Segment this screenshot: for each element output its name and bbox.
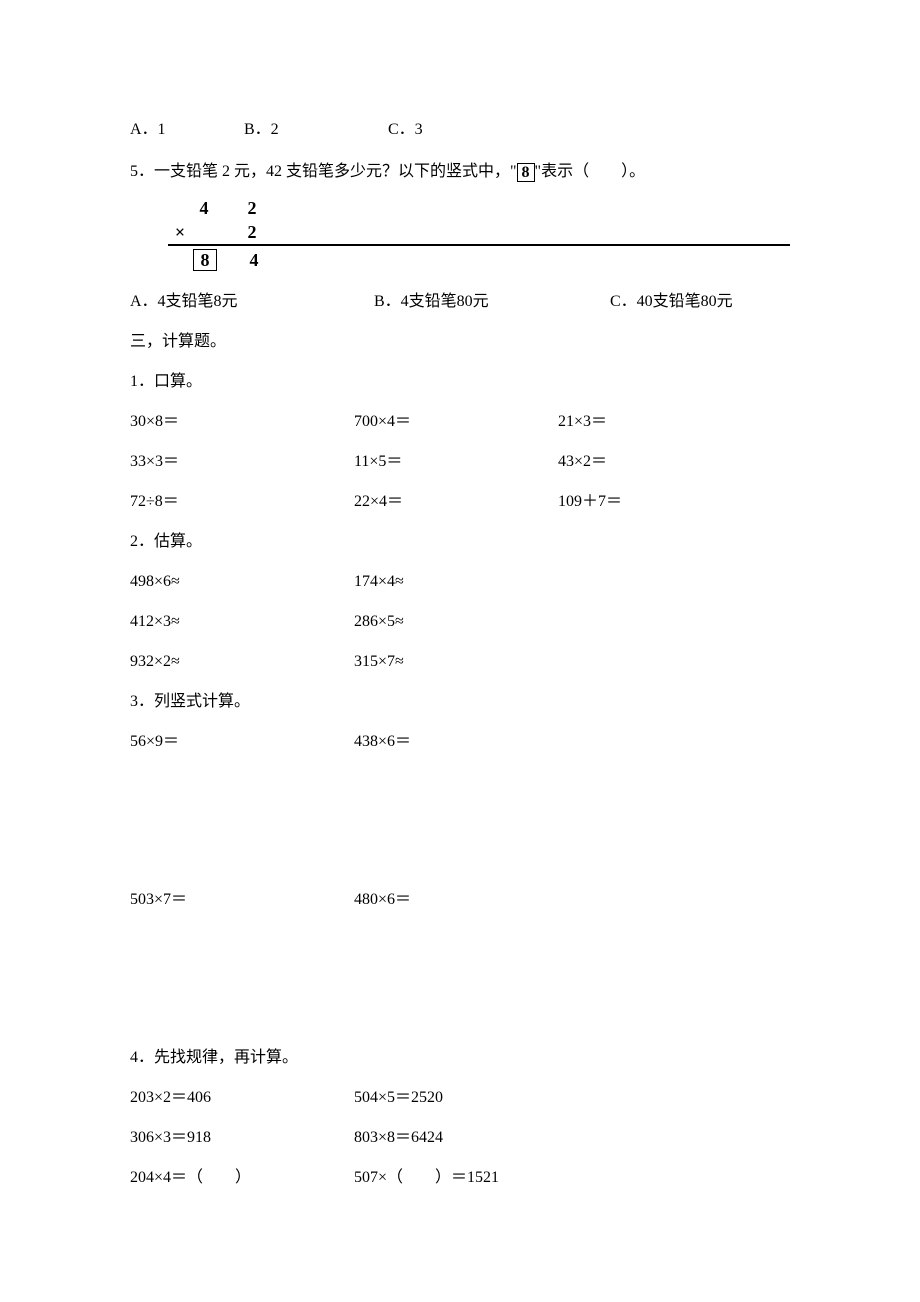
q4-choice-b: B．2	[244, 118, 384, 142]
expr: 30×8＝	[130, 410, 350, 434]
expr: 43×2＝	[558, 450, 607, 474]
p1-row: 33×3＝ 11×5＝ 43×2＝	[130, 442, 790, 482]
work-space	[130, 762, 790, 880]
calc-divider-line	[168, 244, 790, 246]
q4-choice-a: A．1	[130, 118, 240, 142]
worksheet-page: A．1 B．2 C．3 5．一支铅笔 2 元，42 支铅笔多少元？以下的竖式中，…	[0, 0, 920, 1298]
multiply-sign-icon: ×	[168, 219, 192, 246]
p3-title: 3．列竖式计算。	[130, 682, 790, 722]
expr: 803×8＝6424	[354, 1126, 443, 1150]
p1-row: 72÷8＝ 22×4＝ 109＋7＝	[130, 482, 790, 522]
p2-title: 2．估算。	[130, 522, 790, 562]
expr: 22×4＝	[354, 490, 554, 514]
expr: 72÷8＝	[130, 490, 350, 514]
q5-prefix: 5．一支铅笔 2 元，42 支铅笔多少元？以下的竖式中，"	[130, 163, 517, 180]
expr: 498×6≈	[130, 570, 350, 594]
q5-stem: 5．一支铅笔 2 元，42 支铅笔多少元？以下的竖式中，"8"表示（ ）。	[130, 150, 790, 190]
expr: 412×3≈	[130, 610, 350, 634]
vertical-multiplication: 4 2 × 2 8 4	[168, 196, 790, 272]
expr: 507×（ ）＝1521	[354, 1166, 499, 1190]
q5-choice-b: B．4支铅笔80元	[374, 290, 606, 314]
expr: 286×5≈	[354, 610, 404, 634]
work-space	[130, 920, 790, 1038]
calc-cell: 2	[240, 195, 264, 222]
expr: 438×6＝	[354, 730, 411, 754]
q5-suffix: "表示（ ）。	[535, 163, 646, 180]
p4-row: 306×3＝918 803×8＝6424	[130, 1118, 790, 1158]
expr: 109＋7＝	[558, 490, 622, 514]
expr: 33×3＝	[130, 450, 350, 474]
section-3-heading: 三，计算题。	[130, 322, 790, 362]
expr: 700×4＝	[354, 410, 554, 434]
expr: 480×6＝	[354, 888, 411, 912]
calc-cell: 4	[242, 247, 266, 274]
p1-title: 1．口算。	[130, 362, 790, 402]
q4-choice-c: C．3	[388, 118, 423, 142]
calc-row-3: 8 4	[168, 248, 790, 272]
calc-cell: 2	[240, 219, 264, 246]
expr: 932×2≈	[130, 650, 350, 674]
expr: 21×3＝	[558, 410, 607, 434]
q5-choices: A．4支铅笔8元 B．4支铅笔80元 C．40支铅笔80元	[130, 282, 790, 322]
expr: 174×4≈	[354, 570, 404, 594]
p3-row: 56×9＝ 438×6＝	[130, 722, 790, 762]
calc-row-2: × 2	[168, 220, 790, 244]
calc-row-1: 4 2	[168, 196, 790, 220]
p4-row: 204×4＝（ ） 507×（ ）＝1521	[130, 1158, 790, 1198]
q4-choices: A．1 B．2 C．3	[130, 110, 790, 150]
p2-row: 498×6≈ 174×4≈	[130, 562, 790, 602]
expr: 204×4＝（ ）	[130, 1166, 350, 1190]
expr: 315×7≈	[354, 650, 404, 674]
p1-row: 30×8＝ 700×4＝ 21×3＝	[130, 402, 790, 442]
p4-title: 4．先找规律，再计算。	[130, 1038, 790, 1078]
expr: 306×3＝918	[130, 1126, 350, 1150]
q5-choice-c: C．40支铅笔80元	[610, 290, 733, 314]
p2-row: 412×3≈ 286×5≈	[130, 602, 790, 642]
q5-choice-a: A．4支铅笔8元	[130, 290, 370, 314]
p4-row: 203×2＝406 504×5＝2520	[130, 1078, 790, 1118]
p2-row: 932×2≈ 315×7≈	[130, 642, 790, 682]
boxed-result-digit: 8	[193, 249, 217, 271]
expr: 56×9＝	[130, 730, 350, 754]
calc-cell: 4	[192, 195, 216, 222]
p3-row: 503×7＝ 480×6＝	[130, 880, 790, 920]
boxed-8-icon: 8	[517, 163, 535, 183]
expr: 203×2＝406	[130, 1086, 350, 1110]
expr: 503×7＝	[130, 888, 350, 912]
expr: 11×5＝	[354, 450, 554, 474]
expr: 504×5＝2520	[354, 1086, 443, 1110]
